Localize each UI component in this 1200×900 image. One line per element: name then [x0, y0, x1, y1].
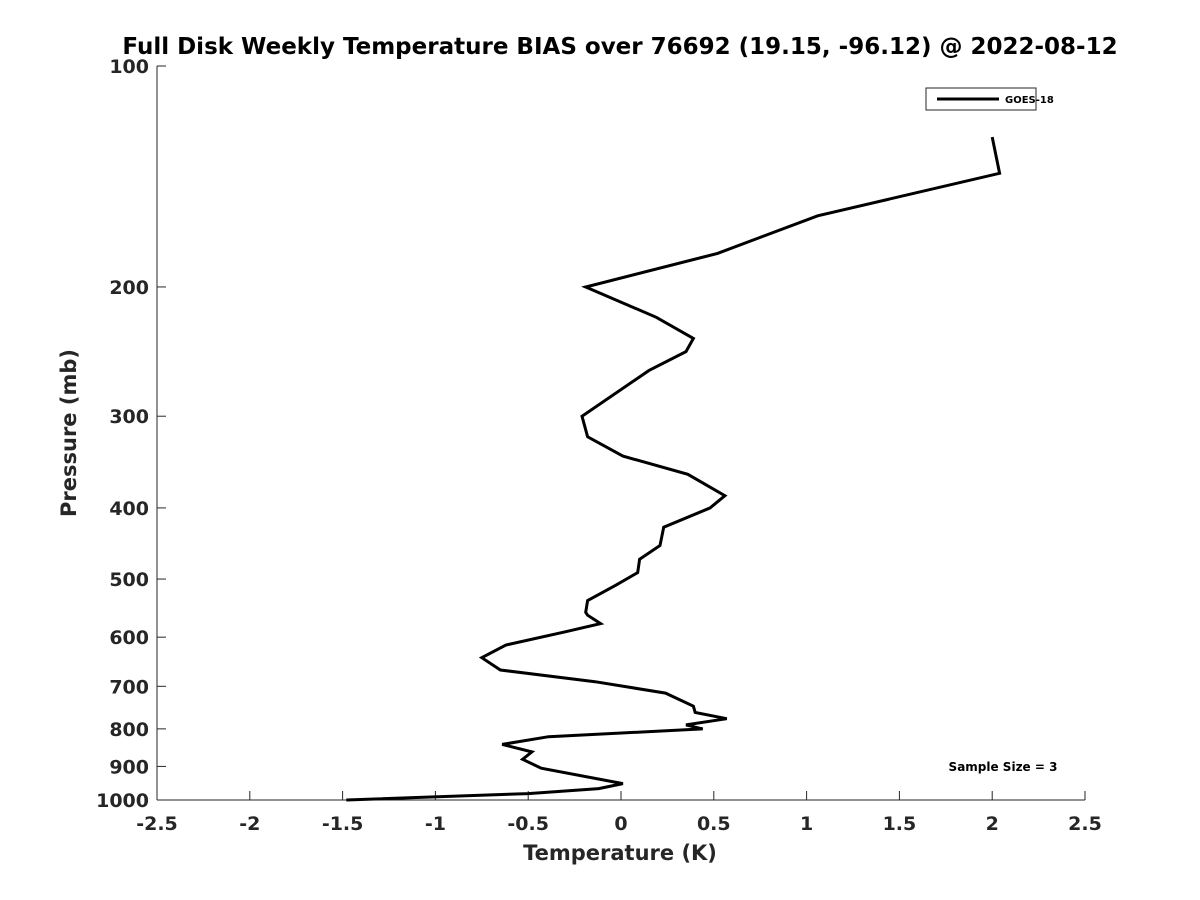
plot-frame: [156, 66, 1085, 801]
series-layer: [346, 136, 1002, 802]
series-line-goes-18: [346, 136, 1002, 802]
y-tick-label: 500: [109, 569, 149, 591]
y-tick-label: 400: [109, 498, 149, 520]
x-tick-label: -1.5: [322, 813, 364, 835]
x-tick-label: 1: [800, 813, 813, 835]
x-tick-label: 1.5: [883, 813, 917, 835]
chart-title: Full Disk Weekly Temperature BIAS over 7…: [122, 34, 1117, 60]
sample-size-annotation: Sample Size = 3: [949, 760, 1058, 774]
y-tick-label: 600: [109, 627, 149, 649]
y-tick-label: 1000: [96, 790, 149, 812]
x-axis-ticks: -2.5 -2 -1.5 -1 -0.5 0 0.5 1 1.5 2 2.5: [136, 791, 1102, 835]
legend-label-goes-18: GOES-18: [1005, 95, 1054, 106]
x-tick-label: 2.5: [1068, 813, 1102, 835]
x-tick-label: -2: [239, 813, 260, 835]
x-tick-label: -2.5: [136, 813, 178, 835]
y-axis-label: Pressure (mb): [57, 349, 81, 517]
x-tick-label: 0.5: [697, 813, 731, 835]
y-tick-label: 100: [109, 56, 149, 78]
x-tick-label: 2: [986, 813, 999, 835]
x-tick-label: 0: [614, 813, 627, 835]
y-tick-label: 800: [109, 719, 149, 741]
x-tick-label: -0.5: [507, 813, 549, 835]
x-tick-label: -1: [425, 813, 446, 835]
y-axis-ticks: 100 200 300 400 500 600 700 800 900 1000: [96, 56, 166, 812]
y-tick-label: 900: [109, 756, 149, 778]
legend: GOES-18: [925, 87, 1054, 111]
x-axis-label: Temperature (K): [523, 841, 717, 865]
y-tick-label: 200: [109, 277, 149, 299]
y-tick-label: 300: [109, 406, 149, 428]
y-tick-label: 700: [109, 676, 149, 698]
